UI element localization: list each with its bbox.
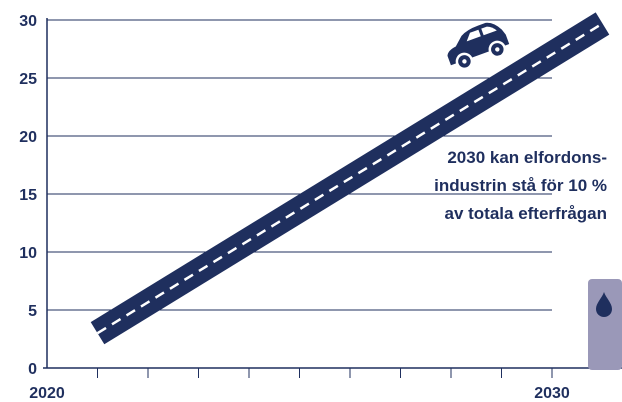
x-tick-label: 2020: [29, 385, 65, 402]
oil-barrel-icon: [588, 279, 622, 370]
y-tick-label: 25: [19, 71, 37, 88]
annotation-line-1: 2030 kan elfordons-: [447, 148, 607, 167]
y-tick-label: 10: [19, 245, 37, 262]
x-tick-label: 2030: [534, 385, 570, 402]
y-tick-label: 0: [28, 361, 37, 378]
y-tick-label: 20: [19, 129, 37, 146]
annotation-line-2: industrin stå för 10 %: [434, 176, 607, 195]
y-tick-label: 30: [19, 13, 37, 30]
car-icon: [441, 18, 512, 74]
annotation: 2030 kan elfordons- industrin stå för 10…: [434, 148, 607, 223]
y-tick-label: 5: [28, 303, 37, 320]
annotation-line-3: av totala efterfrågan: [445, 204, 608, 223]
y-tick-label: 15: [19, 187, 37, 204]
